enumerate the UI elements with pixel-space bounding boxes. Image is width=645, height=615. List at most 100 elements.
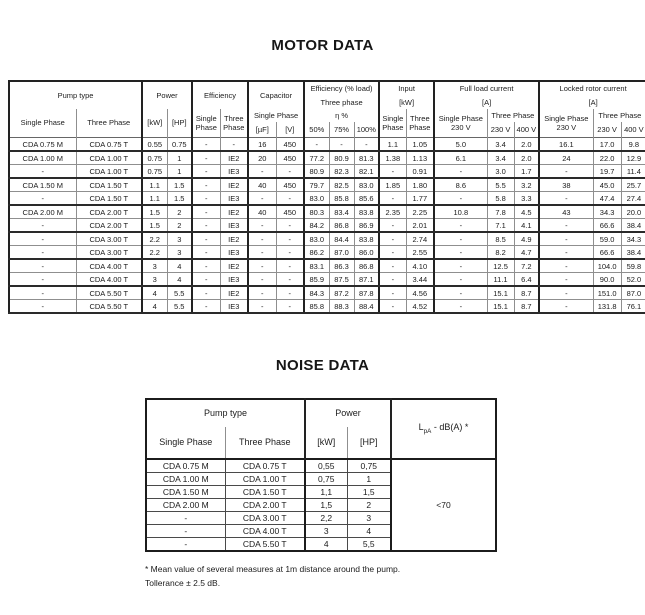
table-cell: -	[247, 218, 277, 233]
table-cell: 4	[141, 286, 168, 300]
table-cell: 34.3	[593, 205, 622, 219]
table-cell: 83.1	[303, 259, 330, 273]
full-load-230v-header: 230 V	[486, 122, 515, 138]
capacitor-v-header: [V]	[275, 122, 305, 138]
table-cell: -	[9, 245, 77, 260]
table-cell: 3.2	[514, 178, 540, 192]
locked-rotor-230v-header: 230 V	[592, 122, 622, 138]
table-cell: -	[378, 164, 407, 179]
table-cell: -	[146, 524, 226, 538]
table-cell: 5,5	[347, 537, 392, 552]
table-row: CDA 0.75 M CDA 0.75 T 0,55 0,75 <70	[146, 459, 497, 552]
table-cell: 5.0	[433, 137, 488, 152]
table-cell: 1.5	[167, 178, 193, 192]
table-cell: 45.0	[593, 178, 622, 192]
footnote-line-2: Tollerance ± 2.5 dB.	[145, 578, 221, 589]
table-cell: -	[247, 245, 277, 260]
table-cell: 84.4	[329, 232, 355, 246]
table-cell: 83.0	[303, 232, 330, 246]
table-cell: 87.8	[354, 286, 380, 300]
table-cell: IE2	[220, 151, 249, 165]
table-row: CDA 1.00 M CDA 1.00 T 0,75 1	[146, 472, 496, 486]
motor-table-header: Pump type Power Efficiency Capacitor Eff…	[9, 81, 645, 138]
table-cell: -	[9, 191, 77, 206]
table-cell: 87.1	[354, 272, 380, 287]
table-cell: 2.0	[514, 137, 540, 152]
table-cell: 2.35	[378, 205, 407, 219]
table-cell: 1.1	[141, 178, 168, 192]
table-cell: IE2	[220, 259, 249, 273]
table-cell: CDA 3.00 T	[76, 232, 143, 246]
table-cell: 151.0	[593, 286, 622, 300]
noise-table-body: CDA 0.75 M CDA 0.75 T 0,55 0,75 <70 CDA …	[146, 459, 497, 552]
table-cell: -	[276, 259, 305, 273]
pump-single-phase-header: Single Phase	[20, 118, 65, 128]
table-cell: 0.55	[141, 137, 168, 152]
table-row: - CDA 5.50 T 4 5.5- IE3- -85.8 88.3 88.4-4.52-1…	[9, 299, 645, 314]
table-cell: 0,75	[304, 472, 348, 486]
table-cell: -	[9, 218, 77, 233]
table-cell: 3	[347, 511, 392, 525]
locked-rotor-current-header: Locked rotor current	[538, 81, 645, 96]
table-cell: 82.3	[329, 164, 355, 179]
table-cell: 1.38	[378, 151, 407, 165]
table-cell: -	[247, 299, 277, 314]
table-cell: 0,75	[347, 459, 392, 473]
table-cell: 4	[141, 299, 168, 314]
table-cell: -	[538, 245, 594, 260]
table-cell: 4.1	[514, 218, 540, 233]
table-cell: IE3	[220, 299, 249, 314]
table-row: - CDA 3.00 T 2.2 3- IE3- -86.2 87.0 86.0-2.55-8…	[9, 245, 645, 260]
table-cell: 40	[247, 178, 277, 192]
table-cell: 3	[167, 245, 193, 260]
table-cell: 8.6	[433, 178, 488, 192]
table-cell: 0.75	[141, 164, 168, 179]
table-cell: IE2	[220, 205, 249, 219]
table-cell: 27.4	[621, 191, 645, 206]
table-cell: 3.0	[487, 164, 515, 179]
table-cell: 80.9	[329, 151, 355, 165]
motor-data-table: Pump type Power Efficiency Capacitor Eff…	[8, 80, 645, 314]
table-cell: 80.3	[303, 205, 330, 219]
table-cell: 83.0	[303, 191, 330, 206]
table-cell: 25.7	[621, 178, 645, 192]
table-cell: 7.8	[487, 205, 515, 219]
table-cell: -	[433, 259, 488, 273]
table-cell: -	[433, 164, 488, 179]
table-cell: 87.5	[329, 272, 355, 287]
table-cell: 1	[167, 164, 193, 179]
table-row: CDA 1.00 M CDA 1.00 T 0.75 1- IE2 20 450 77.2 80…	[9, 151, 645, 165]
table-cell: 131.8	[593, 299, 622, 314]
table-cell: IE3	[220, 272, 249, 287]
table-cell: 1,1	[304, 485, 348, 499]
table-cell: 5.5	[487, 178, 515, 192]
table-cell: -	[9, 259, 77, 273]
table-cell: 87.2	[329, 286, 355, 300]
table-cell: CDA 3.00 T	[225, 511, 306, 525]
table-cell: -	[378, 272, 407, 287]
table-cell: CDA 1.50 M	[146, 485, 226, 499]
table-cell: 3.4	[487, 137, 515, 152]
load-50-header: 50%	[303, 122, 330, 138]
table-cell: 2.25	[406, 205, 435, 219]
table-cell: 85.8	[303, 299, 330, 314]
table-cell: 4.56	[406, 286, 435, 300]
table-cell: 1.80	[406, 178, 435, 192]
table-cell: CDA 1.50 M	[9, 178, 77, 192]
table-cell: CDA 4.00 T	[76, 272, 143, 287]
table-cell: 450	[276, 137, 305, 152]
table-cell: CDA 0.75 M	[146, 459, 226, 473]
table-cell: 15.1	[487, 286, 515, 300]
table-cell: 38.4	[621, 245, 645, 260]
table-cell: 1.1	[378, 137, 407, 152]
table-row: CDA 1.50 M CDA 1.50 T 1,1 1,5	[146, 485, 496, 499]
capacitor-uf-header: [µF]	[247, 122, 277, 138]
table-cell: 7.1	[487, 218, 515, 233]
table-cell: -	[191, 164, 221, 179]
input-three-header: Three Phase	[405, 109, 435, 138]
table-cell: 20	[247, 151, 277, 165]
table-cell: -	[433, 232, 488, 246]
capacitor-header: Capacitor	[247, 81, 305, 109]
table-cell: 1	[347, 472, 392, 486]
table-cell: IE3	[220, 218, 249, 233]
